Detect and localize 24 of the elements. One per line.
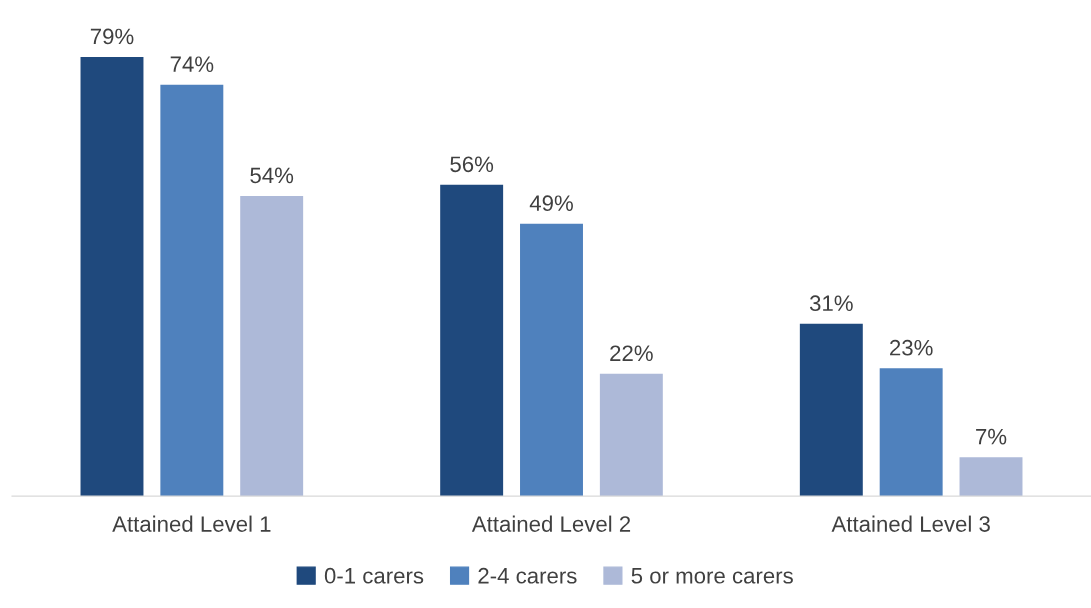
x-tick-label: Attained Level 1 [112, 515, 271, 532]
x-tick-label: Attained Level 3 [831, 515, 990, 532]
bar [440, 184, 504, 497]
legend-label: 0-1 carers [324, 567, 424, 584]
bar [879, 368, 943, 497]
data-label: 54% [250, 167, 294, 184]
legend-label: 2-4 carers [478, 567, 577, 584]
bar [799, 323, 863, 497]
data-label: 23% [890, 339, 933, 356]
bar [80, 57, 144, 497]
bar [959, 457, 1023, 497]
bar [520, 223, 583, 497]
legend-label: 5 or more carers [631, 568, 793, 584]
data-label: 7% [976, 428, 1007, 445]
data-label: 56% [450, 156, 494, 173]
data-label: 79% [90, 28, 134, 45]
data-label: 22% [610, 345, 653, 362]
bar [240, 195, 304, 497]
data-label: 31% [809, 295, 853, 312]
x-tick-label: Attained Level 2 [471, 515, 631, 532]
data-label: 74% [170, 56, 214, 72]
data-label: 49% [529, 195, 573, 212]
bar [160, 84, 224, 497]
bar [599, 373, 663, 497]
